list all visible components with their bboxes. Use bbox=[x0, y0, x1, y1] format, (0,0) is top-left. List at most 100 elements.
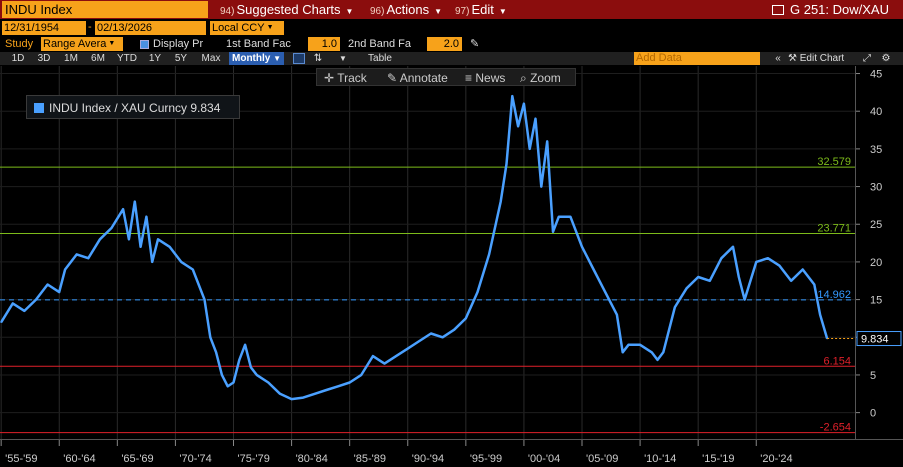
series-point bbox=[221, 374, 223, 376]
chart-plot-area[interactable]: 32.579 23.771 14.962 6.154 -2.654 bbox=[0, 66, 855, 439]
zoom-button[interactable]: ⌕ Zoom bbox=[520, 69, 561, 87]
line-chart-icon[interactable] bbox=[293, 53, 305, 64]
series-point bbox=[546, 140, 548, 143]
actions-number: 96) bbox=[370, 6, 385, 17]
y-tick-label: 35 bbox=[870, 144, 882, 156]
period-max[interactable]: Max bbox=[201, 53, 221, 64]
period-3d[interactable]: 3D bbox=[37, 53, 51, 64]
period-ytd[interactable]: YTD bbox=[117, 53, 137, 64]
actions-button[interactable]: 96) Actions ▼ bbox=[370, 0, 442, 19]
start-date-field[interactable]: 12/31/1954 bbox=[2, 21, 86, 35]
series-point bbox=[168, 246, 171, 248]
wrench-icon: ⚒ bbox=[788, 53, 797, 64]
x-axis-svg: '55-'59 '60-'64 '65-'69 '70-'74 '75-'79 '80-'… bbox=[0, 440, 793, 465]
period-1m[interactable]: 1M bbox=[64, 53, 78, 64]
band-label: 6.154 bbox=[823, 355, 851, 367]
y-tick-label: 40 bbox=[870, 106, 882, 118]
news-button[interactable]: ≡ News bbox=[465, 69, 505, 87]
series-point bbox=[145, 215, 148, 218]
y-tick-label: 0 bbox=[870, 408, 876, 420]
x-tick-label: '60-'64 bbox=[63, 453, 95, 465]
edit-chart-button[interactable]: ⚒ Edit Chart bbox=[788, 52, 858, 65]
series-point bbox=[662, 351, 665, 354]
series-point bbox=[250, 366, 252, 369]
series-point bbox=[465, 317, 467, 320]
caret-down-icon: ▼ bbox=[266, 24, 274, 32]
x-tick-label: '10-'14 bbox=[644, 453, 676, 465]
y-tick-label: 20 bbox=[870, 257, 882, 269]
series-point bbox=[708, 279, 711, 282]
edit-button[interactable]: 97) Edit ▼ bbox=[455, 0, 507, 19]
series-point bbox=[87, 257, 90, 259]
series-point bbox=[505, 163, 508, 165]
ticker-field[interactable]: INDU Index bbox=[2, 1, 208, 18]
series-point bbox=[139, 246, 142, 248]
series-point bbox=[203, 298, 206, 301]
series-point bbox=[290, 398, 293, 400]
series-point bbox=[192, 268, 194, 271]
date-separator: - bbox=[88, 21, 92, 33]
series-point bbox=[569, 215, 572, 218]
actions-label: Actions bbox=[386, 2, 430, 17]
series-point bbox=[552, 230, 554, 233]
pencil-icon[interactable]: ✎ bbox=[470, 38, 480, 50]
suggested-charts-button[interactable]: 94) Suggested Charts ▼ bbox=[220, 0, 353, 19]
series-point bbox=[180, 261, 183, 263]
series-point bbox=[406, 347, 409, 350]
series-point bbox=[511, 95, 514, 97]
study-select[interactable]: Range Avera ▼ bbox=[41, 37, 123, 51]
chart-type-icon[interactable]: ⇅ bbox=[313, 53, 323, 64]
series-point bbox=[11, 302, 14, 305]
series-point bbox=[720, 257, 723, 259]
collapse-icon[interactable]: « bbox=[775, 53, 781, 64]
display-price-checkbox[interactable] bbox=[140, 40, 149, 49]
series-point bbox=[592, 268, 595, 271]
series-point bbox=[767, 257, 769, 259]
series-point bbox=[650, 351, 653, 354]
series-point bbox=[75, 253, 78, 256]
add-data-input[interactable]: Add Data bbox=[634, 52, 760, 65]
series-point bbox=[314, 392, 316, 395]
annotate-button[interactable]: ✎ Annotate bbox=[387, 69, 448, 87]
series-point bbox=[255, 374, 258, 376]
zoom-label: Zoom bbox=[530, 71, 561, 85]
series-point bbox=[99, 238, 101, 241]
end-date-field[interactable]: 02/13/2026 bbox=[95, 21, 206, 35]
band1-field[interactable]: 1.0 bbox=[308, 37, 340, 51]
series-point bbox=[499, 200, 502, 203]
series-point bbox=[674, 306, 676, 308]
band1-label: 1st Band Fac bbox=[226, 38, 291, 50]
series-point bbox=[395, 355, 397, 357]
series-point bbox=[517, 125, 519, 128]
series-point bbox=[244, 344, 246, 346]
expand-icon[interactable]: ⤢ bbox=[863, 53, 871, 64]
series-point bbox=[35, 298, 37, 301]
series-point bbox=[604, 291, 607, 293]
band-label: 23.771 bbox=[817, 223, 851, 235]
x-axis: '55-'59 '60-'64 '65-'69 '70-'74 '75-'79 '80-'… bbox=[0, 439, 903, 467]
series-point bbox=[157, 238, 159, 241]
caret-down-icon[interactable]: ▼ bbox=[339, 54, 347, 63]
annotate-label: Annotate bbox=[399, 71, 448, 85]
table-button[interactable]: Table bbox=[368, 53, 392, 64]
band2-field[interactable]: 2.0 bbox=[427, 37, 462, 51]
period-1y[interactable]: 1Y bbox=[148, 53, 162, 64]
track-button[interactable]: ✛ Track bbox=[324, 69, 367, 87]
study-row: Study Range Avera ▼ Display Pr 1st Band F… bbox=[0, 37, 903, 52]
band2-label: 2nd Band Fa bbox=[348, 38, 411, 50]
period-1d[interactable]: 1D bbox=[11, 53, 25, 64]
series-point bbox=[738, 276, 740, 278]
frequency-select[interactable]: Monthly ▼ bbox=[229, 52, 285, 65]
period-6m[interactable]: 6M bbox=[91, 53, 105, 64]
x-tick-label: '05-'09 bbox=[586, 453, 618, 465]
series-point bbox=[813, 283, 816, 286]
x-tick-label: '95-'99 bbox=[470, 453, 502, 465]
series-point bbox=[110, 227, 113, 229]
y-tick-label: 15 bbox=[870, 295, 882, 307]
news-label: News bbox=[475, 71, 506, 85]
settings-icon[interactable]: ⚙ bbox=[881, 53, 891, 64]
currency-select[interactable]: Local CCY ▼ bbox=[210, 21, 284, 35]
currency-select-value: Local CCY bbox=[212, 22, 265, 34]
period-5y[interactable]: 5Y bbox=[174, 53, 188, 64]
series-point bbox=[441, 336, 444, 339]
